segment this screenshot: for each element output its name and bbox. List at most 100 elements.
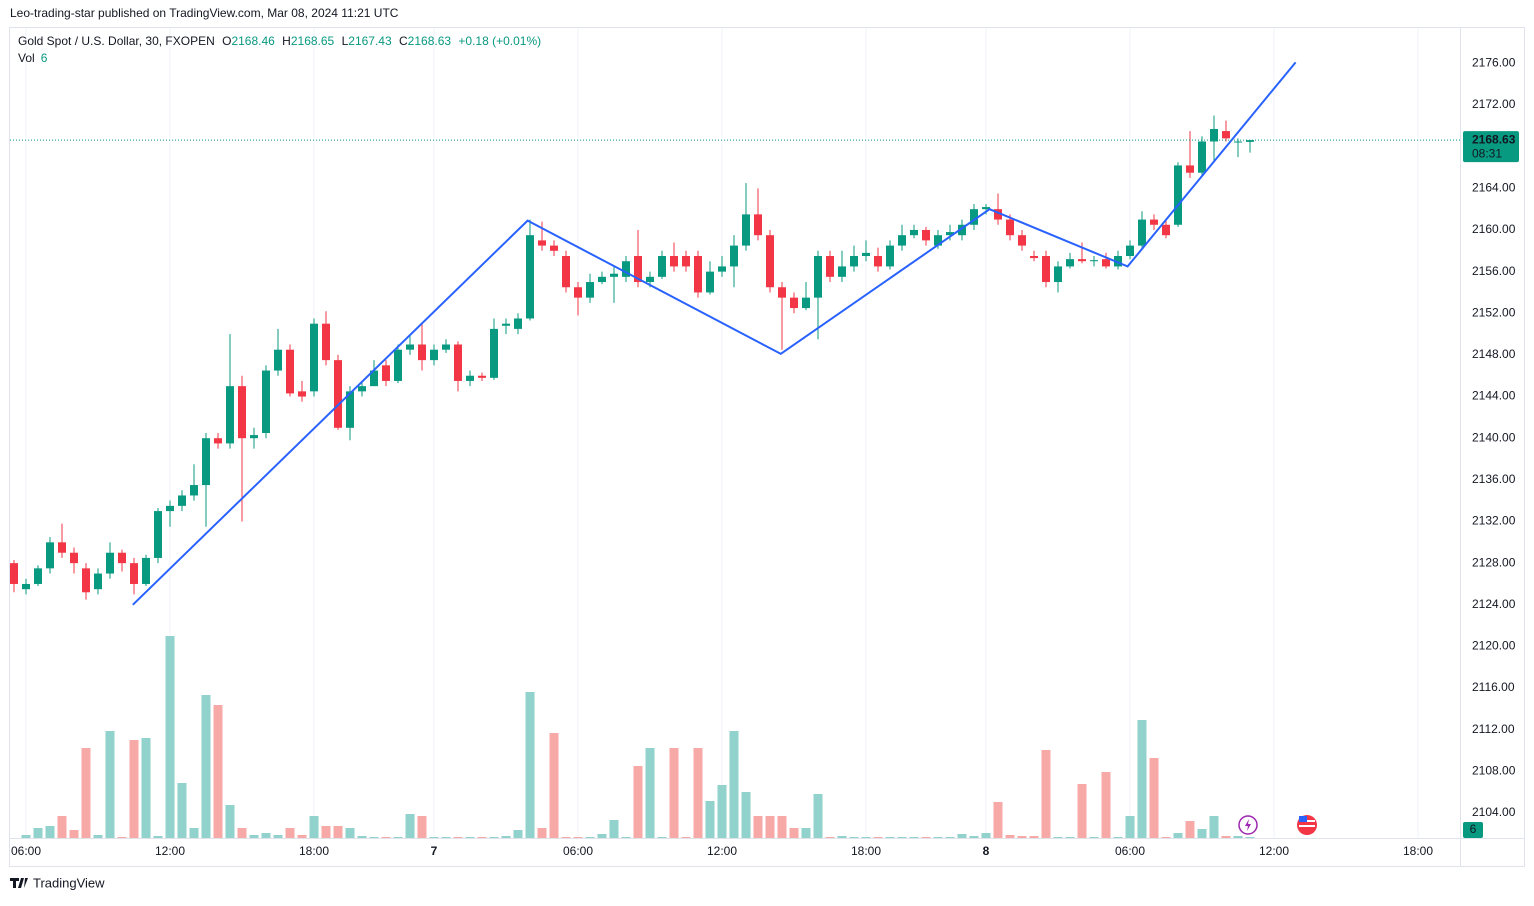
volume-bar — [1233, 836, 1243, 838]
volume-bar — [777, 816, 787, 838]
volume-bar — [1185, 821, 1195, 838]
event-bolt — [1245, 819, 1251, 831]
volume-bar — [801, 828, 811, 838]
candle-body — [454, 344, 462, 381]
symbol: Gold Spot / U.S. Dollar, 30, FXOPEN — [18, 34, 215, 48]
volume-bar — [189, 828, 199, 838]
volume-bar — [117, 837, 127, 838]
volume-bar — [681, 837, 691, 838]
o-label: O — [222, 34, 231, 48]
volume-bar — [453, 837, 463, 838]
candle-body — [46, 542, 54, 569]
price-badge-value: 2168.63 — [1472, 132, 1516, 146]
volume-bar — [609, 820, 619, 838]
y-tick-label: 2140.00 — [1472, 430, 1516, 444]
volume-bar — [345, 828, 355, 838]
candle-body — [406, 344, 414, 350]
volume-bar — [729, 731, 739, 838]
candle-body — [1222, 131, 1230, 139]
x-tick-label: 8 — [983, 844, 990, 858]
candle-body — [478, 375, 486, 378]
candle-body — [934, 235, 942, 246]
volume-bar — [81, 748, 91, 838]
candle-body — [250, 435, 258, 439]
candle-body — [778, 287, 786, 298]
candle-body — [562, 256, 570, 288]
flag-canton — [1299, 816, 1307, 822]
volume-bar — [945, 837, 955, 838]
y-tick-label: 2104.00 — [1472, 805, 1516, 819]
volume-bar — [741, 792, 751, 838]
candle-body — [1066, 259, 1074, 267]
chart-frame — [9, 27, 1525, 867]
volume-badge — [1463, 822, 1483, 838]
volume-bar — [93, 835, 103, 838]
volume-bar — [921, 837, 931, 838]
volume-bar — [129, 740, 139, 838]
volume-bar — [573, 837, 583, 838]
x-tick-label: 06:00 — [563, 844, 593, 858]
flag-stripe — [1299, 825, 1315, 827]
volume-bar — [885, 837, 895, 838]
y-tick-label: 2172.00 — [1472, 97, 1516, 111]
vol-label: Vol — [18, 51, 35, 65]
volume-bar — [825, 837, 835, 838]
candle-body — [1006, 219, 1014, 236]
candle-body — [1114, 256, 1122, 267]
volume-bar — [981, 833, 991, 838]
candle-body — [226, 386, 234, 444]
candle-body — [1186, 165, 1194, 173]
candle-body — [634, 256, 642, 283]
volume-bar — [309, 816, 319, 838]
candle-body — [862, 252, 870, 257]
volume-bar — [237, 828, 247, 838]
candle-body — [874, 256, 882, 267]
volume-bar — [753, 816, 763, 838]
volume-bar — [429, 837, 439, 838]
x-tick-label: 06:00 — [11, 844, 41, 858]
candle-body — [10, 563, 18, 584]
candle-body — [682, 256, 690, 267]
y-tick-label: 2136.00 — [1472, 472, 1516, 486]
volume-bar — [597, 834, 607, 838]
volume-bar — [261, 833, 271, 838]
candle-body — [1102, 259, 1110, 267]
price-badge — [1463, 131, 1519, 163]
candle-body — [598, 276, 606, 283]
candle-body — [766, 235, 774, 288]
volume-bar — [693, 748, 703, 838]
volume-bar — [393, 837, 403, 838]
candle-body — [262, 370, 270, 433]
x-tick-label: 18:00 — [1403, 844, 1433, 858]
volume-bar — [1065, 837, 1075, 838]
grid — [25, 28, 1419, 838]
y-tick-label: 2160.00 — [1472, 222, 1516, 236]
candle-body — [886, 245, 894, 267]
volume-bar — [105, 731, 115, 838]
candle-body — [538, 240, 546, 246]
h-label: H — [282, 34, 291, 48]
volume-bar — [225, 805, 235, 838]
x-tick-label: 06:00 — [1115, 844, 1145, 858]
candle-body — [58, 542, 66, 553]
candle-body — [1138, 219, 1146, 246]
volume-bar — [357, 836, 367, 838]
volume-bar — [717, 785, 727, 838]
volume-bar — [297, 835, 307, 838]
volume-bar — [1077, 784, 1087, 838]
candle-body — [814, 256, 822, 298]
candle-body — [70, 552, 78, 564]
candle-body — [1198, 141, 1206, 173]
volume-bar — [1209, 816, 1219, 838]
volume-bar — [57, 816, 67, 838]
volume-bar — [405, 814, 415, 838]
candle-body — [658, 256, 666, 277]
candle-body — [214, 438, 222, 444]
candle-body — [1126, 245, 1134, 257]
c-label: C — [399, 34, 408, 48]
volume-bar — [1137, 720, 1147, 838]
candle-body — [154, 511, 162, 558]
x-tick-label: 12:00 — [1259, 844, 1289, 858]
